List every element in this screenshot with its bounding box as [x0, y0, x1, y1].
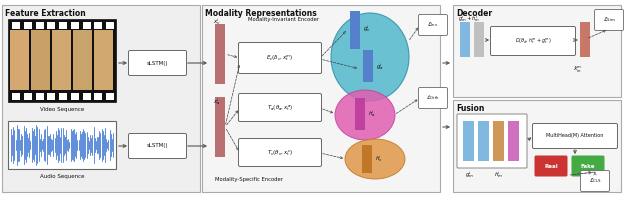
FancyBboxPatch shape [419, 15, 447, 35]
FancyBboxPatch shape [2, 5, 200, 192]
FancyBboxPatch shape [52, 30, 71, 90]
FancyBboxPatch shape [457, 114, 527, 168]
FancyBboxPatch shape [490, 27, 575, 56]
FancyBboxPatch shape [129, 50, 186, 75]
FancyBboxPatch shape [239, 43, 321, 73]
FancyBboxPatch shape [8, 121, 116, 169]
FancyBboxPatch shape [580, 22, 590, 57]
FancyBboxPatch shape [35, 93, 44, 100]
Text: $h^i_v$: $h^i_v$ [375, 154, 383, 164]
FancyBboxPatch shape [532, 124, 618, 149]
FancyBboxPatch shape [10, 30, 29, 90]
Text: $\mathcal{L}_\mathrm{Sim}$: $\mathcal{L}_\mathrm{Sim}$ [603, 16, 616, 24]
FancyBboxPatch shape [478, 121, 489, 161]
FancyBboxPatch shape [35, 22, 44, 29]
Text: Modality-Invariant Encoder: Modality-Invariant Encoder [248, 17, 319, 21]
FancyBboxPatch shape [129, 134, 186, 159]
FancyBboxPatch shape [460, 22, 470, 57]
FancyBboxPatch shape [94, 93, 102, 100]
Text: $g^i_v$: $g^i_v$ [363, 24, 371, 34]
Ellipse shape [335, 90, 395, 140]
Text: $g^i_m$: $g^i_m$ [465, 169, 474, 180]
Text: $g^i_a$: $g^i_a$ [376, 62, 383, 72]
FancyBboxPatch shape [355, 98, 365, 130]
FancyBboxPatch shape [453, 100, 621, 192]
FancyBboxPatch shape [83, 22, 90, 29]
FancyBboxPatch shape [474, 22, 484, 57]
Text: $h^i_m$: $h^i_m$ [495, 169, 504, 180]
FancyBboxPatch shape [595, 9, 623, 31]
Text: $D(\theta_d, h^m_t+g^m_t)$: $D(\theta_d, h^m_t+g^m_t)$ [515, 36, 551, 46]
FancyBboxPatch shape [508, 121, 519, 161]
Text: $E_c(\delta_c, x^m_t)$: $E_c(\delta_c, x^m_t)$ [266, 53, 294, 63]
FancyBboxPatch shape [59, 22, 67, 29]
FancyBboxPatch shape [24, 22, 32, 29]
Ellipse shape [345, 139, 405, 179]
FancyBboxPatch shape [106, 22, 114, 29]
FancyBboxPatch shape [31, 30, 50, 90]
Text: $\mathcal{L}_\mathrm{Inv}$: $\mathcal{L}_\mathrm{Inv}$ [427, 20, 439, 29]
Text: MultiHead(M) Attention: MultiHead(M) Attention [547, 134, 604, 138]
FancyBboxPatch shape [73, 30, 92, 90]
FancyBboxPatch shape [493, 121, 504, 161]
Text: $T_a(\theta_a, x^a_t)$: $T_a(\theta_a, x^a_t)$ [267, 103, 293, 113]
FancyBboxPatch shape [94, 22, 102, 29]
Text: Fake: Fake [580, 164, 595, 168]
FancyBboxPatch shape [362, 145, 372, 173]
Text: Feature Extraction: Feature Extraction [5, 9, 86, 18]
FancyBboxPatch shape [106, 93, 114, 100]
FancyBboxPatch shape [363, 50, 373, 82]
FancyBboxPatch shape [12, 22, 20, 29]
FancyBboxPatch shape [239, 138, 321, 166]
FancyBboxPatch shape [239, 94, 321, 122]
Text: $g^i_m + h^i_m$: $g^i_m + h^i_m$ [458, 14, 480, 24]
Text: $h^i_a$: $h^i_a$ [368, 109, 376, 119]
FancyBboxPatch shape [534, 155, 568, 177]
FancyBboxPatch shape [59, 93, 67, 100]
Text: sLSTM(): sLSTM() [147, 143, 168, 149]
FancyBboxPatch shape [350, 11, 360, 49]
FancyBboxPatch shape [580, 170, 609, 191]
Ellipse shape [331, 13, 409, 101]
Text: Modality Representations: Modality Representations [205, 9, 317, 18]
Text: $x^i_v$: $x^i_v$ [213, 17, 221, 27]
FancyBboxPatch shape [83, 93, 90, 100]
FancyBboxPatch shape [215, 24, 225, 84]
FancyBboxPatch shape [71, 93, 79, 100]
Text: $T_v(\theta_v, x^v_t)$: $T_v(\theta_v, x^v_t)$ [267, 148, 293, 158]
Text: Real: Real [544, 164, 558, 168]
Text: $\mathcal{L}_\mathrm{Orth}$: $\mathcal{L}_\mathrm{Orth}$ [426, 94, 440, 102]
FancyBboxPatch shape [94, 30, 113, 90]
FancyBboxPatch shape [453, 5, 621, 97]
FancyBboxPatch shape [47, 93, 55, 100]
Text: $\mathcal{L}_\mathrm{CLS}$: $\mathcal{L}_\mathrm{CLS}$ [589, 177, 602, 185]
FancyBboxPatch shape [572, 155, 605, 177]
Text: Fusion: Fusion [456, 104, 484, 113]
Text: Audio Sequence: Audio Sequence [40, 174, 84, 179]
FancyBboxPatch shape [8, 19, 116, 102]
Text: $x^i_a$: $x^i_a$ [213, 97, 221, 107]
Text: sLSTM(): sLSTM() [147, 60, 168, 65]
FancyBboxPatch shape [202, 5, 440, 192]
FancyBboxPatch shape [419, 87, 447, 109]
Text: Video Sequence: Video Sequence [40, 107, 84, 112]
FancyBboxPatch shape [215, 97, 225, 157]
Text: Decoder: Decoder [456, 9, 492, 18]
FancyBboxPatch shape [47, 22, 55, 29]
Text: Modality-Specific Encoder: Modality-Specific Encoder [215, 177, 283, 181]
FancyBboxPatch shape [463, 121, 474, 161]
Text: $\hat{x}^m_{in}$: $\hat{x}^m_{in}$ [573, 65, 582, 75]
FancyBboxPatch shape [24, 93, 32, 100]
FancyBboxPatch shape [12, 93, 20, 100]
FancyBboxPatch shape [71, 22, 79, 29]
